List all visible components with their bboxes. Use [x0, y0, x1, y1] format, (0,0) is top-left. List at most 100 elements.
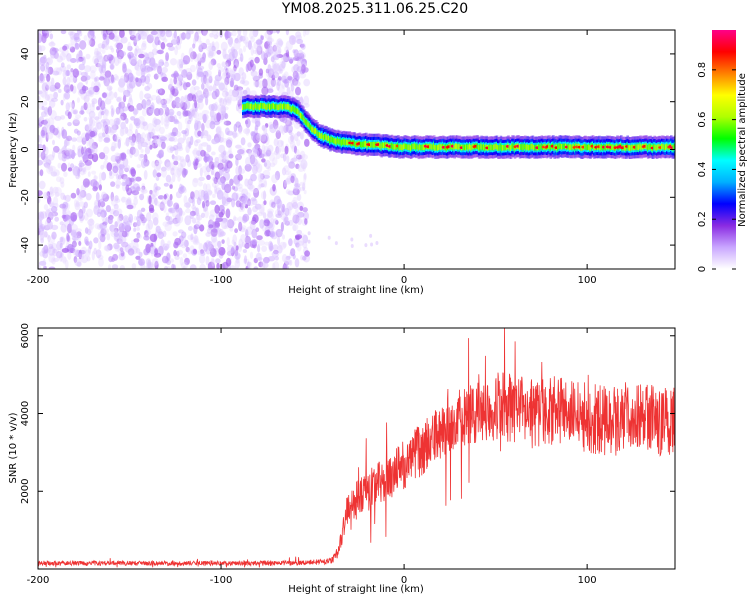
spectrogram-noise-cell [197, 67, 203, 77]
spectrogram-noise-cell [70, 229, 77, 238]
spectrogram-noise-cell [56, 251, 63, 259]
spectrogram-noise-cell [159, 33, 166, 41]
spectrogram-noise-cell [247, 207, 252, 216]
spectrogram-noise-cell [50, 50, 56, 59]
spectrogram-noise-cell [108, 264, 112, 269]
spectrogram-noise-cell [138, 48, 142, 54]
spectrogram-noise-cell [48, 266, 56, 269]
spectrogram-ridge-cell [498, 145, 501, 151]
spectrogram-noise-cell [211, 258, 216, 267]
spectrogram-noise-cell [40, 56, 47, 64]
spectrogram-noise-cell [278, 64, 284, 71]
spectrogram-noise-cell [41, 33, 47, 44]
spectrogram-noise-cell [271, 174, 278, 184]
spectrogram-noise-cell [40, 64, 46, 72]
spectrogram-noise-cell [177, 137, 185, 144]
spectrogram-noise-cell [120, 75, 126, 82]
spectrogram-ridge-cell [284, 103, 287, 110]
spectrogram-noise-cell [267, 45, 274, 55]
spectrogram-noise-cell [60, 192, 66, 200]
spectrogram-noise-cell [71, 137, 77, 142]
spectrogram-noise-cell [46, 191, 51, 197]
spectrogram-noise-cell [245, 41, 250, 48]
spectrogram-noise-cell [108, 75, 116, 84]
spectrogram-noise-cell [147, 259, 151, 269]
spectrogram-noise-cell [269, 199, 275, 208]
spectrogram-noise-cell [40, 237, 44, 244]
spectrogram-noise-cell [42, 30, 49, 34]
spectrogram-noise-cell [199, 167, 203, 177]
spectrogram-noise-cell [81, 56, 86, 66]
spectrogram-noise-cell [171, 210, 179, 218]
spectrogram-noise-cell [201, 165, 207, 173]
spectrogram-noise-cell [200, 75, 206, 84]
spectrogram-ridge-cell [645, 143, 649, 150]
spectrogram-noise-cell [122, 157, 129, 168]
spectrogram-noise-cell [271, 251, 279, 258]
spectrogram-noise-cell [186, 199, 192, 209]
spectrogram-noise-cell [252, 188, 259, 193]
spectrogram-noise-cell [214, 204, 220, 214]
spectrogram-noise-cell [94, 47, 99, 58]
spectrogram-noise-cell [294, 133, 299, 142]
spectrogram-noise-cell [74, 258, 82, 267]
spectrogram-noise-cell [141, 187, 145, 196]
spectrogram-noise-cell [87, 171, 91, 177]
spectrogram-noise-cell [206, 144, 211, 151]
spectrogram-noise-cell [275, 146, 280, 154]
spectrogram-noise-cell [267, 210, 273, 218]
spectrogram-noise-cell [281, 125, 286, 135]
spectrogram-noise-cell [197, 250, 201, 256]
spectrogram-noise-cell [208, 52, 214, 59]
spectrogram-noise-cell [265, 149, 272, 157]
spectrogram-noise-cell [156, 98, 164, 105]
spectrogram-noise-cell [282, 234, 285, 240]
spectrogram-noise-cell [197, 101, 204, 110]
spectrogram-noise-cell [133, 117, 141, 127]
spectrogram-ridge-cell [468, 143, 472, 150]
spectrogram-noise-cell [103, 137, 111, 143]
spectrogram-noise-cell [192, 248, 198, 255]
spectrogram-noise-cell [64, 93, 68, 99]
spectrogram-noise-cell [40, 129, 45, 137]
spectrogram-noise-cell [218, 97, 223, 103]
spectrogram-noise-cell [237, 149, 245, 155]
spectrogram-noise-cell [89, 38, 96, 47]
spectrogram-noise-cell [155, 176, 160, 182]
spectrogram-noise-cell [155, 225, 161, 233]
spectrogram-noise-cell [69, 46, 76, 53]
spectrogram-noise-cell [244, 204, 249, 209]
spectrogram-noise-cell [108, 91, 115, 100]
spectrogram-noise-cell [111, 124, 119, 131]
spectrogram-noise-cell [247, 200, 254, 206]
spectrogram-noise-cell [193, 178, 200, 183]
spectrogram-noise-cell [121, 174, 128, 180]
spectrogram-noise-cell [39, 230, 46, 239]
spectrogram-noise-cell [163, 103, 168, 111]
spectrogram-noise-cell [67, 102, 75, 108]
spectrogram-noise-cell [47, 212, 55, 218]
spectrogram-noise-cell [149, 233, 158, 243]
spectrogram-noise-cell [216, 63, 221, 68]
spectrogram-noise-cell [38, 44, 42, 55]
spectrogram-noise-cell [133, 197, 138, 206]
spectrogram-noise-cell [272, 204, 277, 209]
spectrogram-noise-cell [176, 111, 182, 116]
spectrogram-noise-cell [296, 131, 301, 137]
spectrogram-noise-cell [155, 95, 161, 104]
spectrogram-noise-cell [91, 100, 95, 108]
spectrogram-noise-cell [156, 172, 162, 178]
spectrogram-noise-cell [303, 189, 307, 195]
spectrogram-noise-cell [200, 251, 206, 257]
spectrogram-noise-cell [220, 41, 228, 52]
spectrogram-noise-cell [101, 132, 106, 138]
spectrogram-noise-cell [135, 45, 139, 52]
spectrogram-noise-cell [42, 144, 47, 154]
spectrogram-noise-cell [191, 205, 197, 210]
spectrogram-noise-cell [235, 144, 242, 149]
spectrogram-noise-cell [151, 142, 158, 149]
spectrogram-noise-cell [108, 56, 112, 64]
spectrogram-noise-cell [43, 191, 50, 200]
spectrogram-ridge-cell [509, 145, 513, 151]
spectrogram-noise-cell [292, 49, 296, 54]
